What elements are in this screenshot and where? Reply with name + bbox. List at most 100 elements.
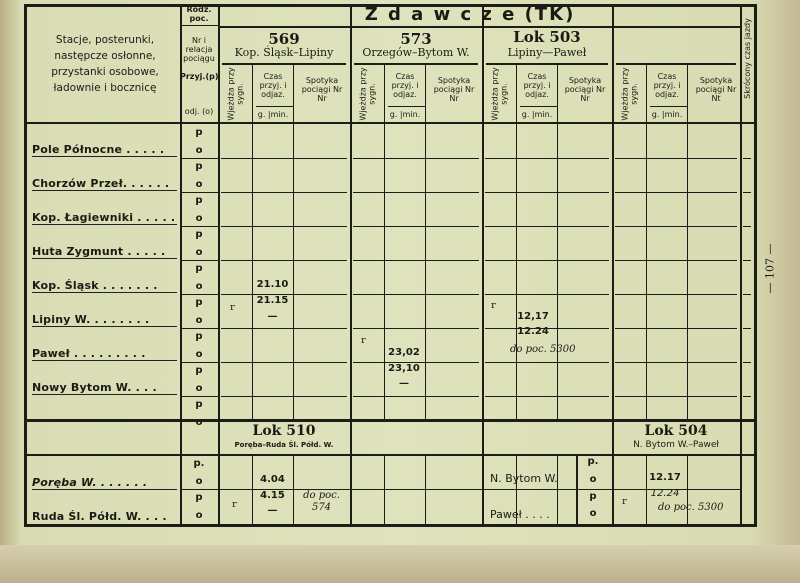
time-573-nowy-arr: 23,10 (388, 363, 420, 374)
subcolumn-line (687, 63, 688, 420)
row-line (218, 489, 612, 491)
spotyka-header: Spotyka pociągi Nr Nr (433, 76, 475, 103)
departure-mark: o (195, 383, 203, 394)
czas-header: Czas przyj. i odjaz. (259, 72, 287, 99)
row-line (180, 226, 218, 228)
arrival-mark: p (195, 195, 203, 206)
time-503-lipiny-dep: 12,17 (517, 311, 549, 322)
row-line (615, 260, 737, 262)
row-line (221, 362, 347, 364)
arrival-mark: p (195, 297, 203, 308)
gmin-header: g. |min. (389, 110, 421, 119)
station-lipiny-w: Lipiny W. . . . . . . . (32, 313, 177, 327)
time-510-dep: 4.04 (260, 474, 285, 485)
row-line (353, 158, 479, 160)
station-pawel: Paweł . . . . . . . . . (32, 347, 177, 361)
row-line (353, 260, 479, 262)
row-line (615, 396, 737, 398)
time-569-lipiny-arr: 21.15 (256, 295, 289, 306)
subcolumn-line (557, 63, 558, 420)
arrival-mark: p (195, 331, 203, 342)
lower-right-o2: o (589, 508, 597, 519)
gmin-line (650, 106, 688, 107)
row-line (615, 294, 737, 296)
departure-mark: o (195, 179, 203, 190)
time-573-nowy-dash: — (399, 378, 409, 389)
train-569-relation: Kop. Śląsk–Lipiny (234, 46, 334, 59)
czas-header: Czas przyj. i odjaz. (523, 72, 551, 99)
subcolumn-line (516, 63, 517, 420)
row-line (743, 226, 751, 228)
row-line (485, 192, 609, 194)
lower-right-p1: p. (587, 456, 599, 467)
column-line (576, 456, 578, 524)
train-line (354, 63, 478, 65)
station-nowy-bytom-w: Nowy Bytom W. . . . (32, 381, 177, 395)
station-kop-slask: Kop. Śląsk . . . . . . . (32, 279, 177, 293)
row-line (221, 260, 347, 262)
row-line (615, 192, 737, 194)
departure-mark: o (195, 349, 203, 360)
row-line (353, 226, 479, 228)
arrival-mark: p (195, 263, 203, 274)
row-line (221, 396, 347, 398)
border-left (24, 4, 27, 527)
row-line (743, 158, 751, 160)
row-line (180, 294, 218, 296)
column-line (740, 4, 742, 524)
gmin-header: g. |min. (521, 110, 553, 119)
signal-mark-510: ʳ (232, 497, 238, 516)
note-503-do-poc: do poc. 5300 (510, 344, 576, 355)
time-504-dep: 12.17 (649, 472, 681, 483)
column-line (350, 4, 352, 524)
station-pawel-lower: Paweł . . . . (490, 508, 550, 521)
arrival-mark: p (195, 127, 203, 138)
time-569-lipiny-dash: — (267, 311, 278, 322)
departure-mark: o (195, 247, 203, 258)
lok504-relation: N. Bytom W.–Paweł (633, 440, 719, 450)
row-line (615, 328, 737, 330)
row-line (743, 328, 751, 330)
czas-header: Czas przyj. i odjaz. (391, 72, 419, 99)
time-510-dash: — (267, 505, 278, 516)
signal-mark-503: ʳ (491, 298, 497, 317)
time-510-arr: 4.15 (260, 490, 285, 501)
subcolumn-line (425, 63, 426, 420)
row-line (180, 192, 218, 194)
row-line (221, 226, 347, 228)
row-line (743, 362, 751, 364)
departure-mark: o (195, 417, 203, 428)
signal-mark-573: ʳ (361, 333, 367, 352)
column-line (218, 4, 220, 524)
station-poreba-w: Poręba W. . . . . . . (32, 476, 177, 490)
gmin-header: g. |min. (257, 110, 289, 119)
rodz-poc-header: Rodz. poc. (186, 5, 212, 23)
train-503-number: Lok 503 (513, 28, 581, 46)
arrival-mark: p (195, 229, 203, 240)
header-bottom (24, 122, 756, 124)
row-line (221, 158, 347, 160)
subcolumn-line (293, 63, 294, 420)
skrocony-header: Skrócony czas jazdy (743, 18, 752, 99)
departure-mark: o (195, 213, 203, 224)
lower-left-p1: p. (193, 458, 205, 469)
time-573-pawel-dep: 23,02 (388, 347, 420, 358)
station-n-bytom-w: N. Bytom W. (490, 472, 558, 485)
row-line (180, 362, 218, 364)
row-line (615, 226, 737, 228)
departure-mark: o (195, 281, 203, 292)
row-line (485, 328, 609, 330)
row-line (743, 260, 751, 262)
lower-left-o1: o (195, 476, 203, 487)
station-chorzow-przel: Chorzów Przeł. . . . . . (32, 177, 177, 191)
lower-left-o2: o (195, 510, 203, 521)
wjezdza-header: Wjeżdża przy sygn. (490, 67, 509, 121)
arrival-mark: p (195, 399, 203, 410)
time-503-pawel-arr: 12.24 (517, 326, 549, 337)
train-573-relation: Orzegów–Bytom W. (362, 46, 470, 59)
border-bottom (24, 524, 756, 527)
arrival-mark: p (195, 365, 203, 376)
row-line (485, 362, 609, 364)
section-divider (24, 419, 756, 422)
row-line (485, 158, 609, 160)
